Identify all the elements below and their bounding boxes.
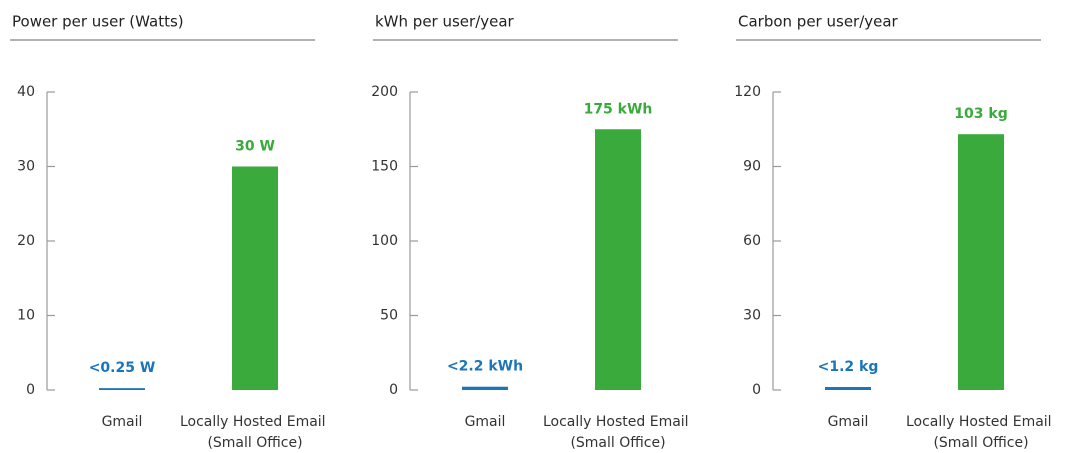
x-tick-label: Gmail [465, 414, 506, 430]
bar [99, 388, 145, 390]
x-tick-label: Gmail [102, 414, 143, 430]
y-tick-label: 10 [17, 308, 35, 324]
y-tick-label: 100 [371, 233, 398, 249]
chart-title: Carbon per user/year [738, 13, 899, 31]
y-tick-label: 40 [17, 84, 35, 100]
y-tick-label: 30 [17, 159, 35, 175]
value-label: 30 W [235, 139, 275, 155]
x-tick-label: Gmail [828, 414, 869, 430]
x-tick-label: Locally Hosted Email (Small Office) [543, 414, 693, 451]
y-tick-label: 60 [743, 233, 761, 249]
value-label: 103 kg [954, 106, 1007, 122]
x-tick-label: Locally Hosted Email (Small Office) [180, 414, 330, 451]
y-tick-label: 30 [743, 308, 761, 324]
bar [462, 386, 508, 390]
x-tick-label: Locally Hosted Email (Small Office) [906, 414, 1056, 451]
y-tick-label: 0 [752, 382, 761, 398]
y-tick-label: 0 [26, 382, 35, 398]
y-tick-label: 200 [371, 84, 398, 100]
y-tick-label: 0 [389, 382, 398, 398]
bar [232, 166, 278, 390]
bar [958, 134, 1004, 390]
y-tick-label: 120 [734, 84, 761, 100]
value-label: 175 kWh [584, 101, 653, 117]
value-label: <0.25 W [89, 360, 156, 376]
chart-title: Power per user (Watts) [12, 13, 184, 31]
value-label: <2.2 kWh [447, 359, 523, 375]
bar [595, 129, 641, 390]
y-tick-label: 90 [743, 159, 761, 175]
y-tick-label: 20 [17, 233, 35, 249]
y-tick-label: 150 [371, 159, 398, 175]
y-tick-label: 50 [380, 308, 398, 324]
value-label: <1.2 kg [818, 359, 879, 375]
chart-title: kWh per user/year [375, 13, 515, 31]
bar [825, 387, 871, 390]
